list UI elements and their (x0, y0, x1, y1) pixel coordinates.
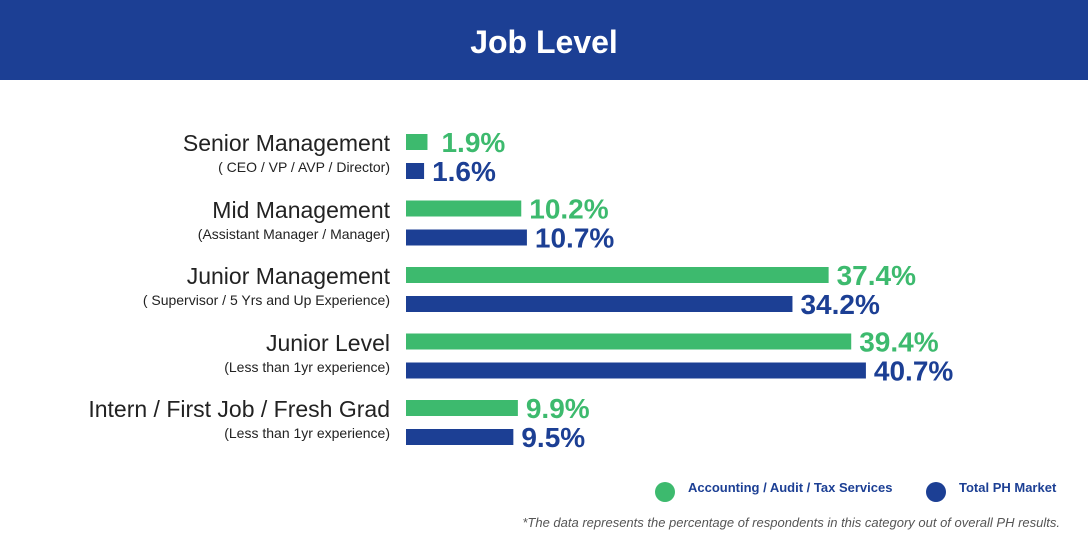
category-sublabel: (Less than 1yr experience) (224, 358, 390, 375)
data-label: 1.6% (432, 156, 496, 187)
legend-accounting: Accounting / Audit / Tax Services (688, 480, 893, 495)
bar-accounting (406, 267, 829, 283)
data-label: 34.2% (800, 289, 879, 320)
bar-accounting (406, 333, 852, 350)
data-label: 40.7% (874, 356, 953, 387)
category-sublabel: (Assistant Manager / Manager) (197, 225, 390, 242)
legend-total-ph: Total PH Market (959, 480, 1057, 495)
bar-total-ph (406, 296, 793, 312)
chart-title: Job Level (0, 0, 1088, 80)
category-sublabel: ( Supervisor / 5 Yrs and Up Experience) (142, 292, 390, 308)
bar-accounting (406, 134, 428, 150)
legend-blue-dot (926, 482, 946, 502)
bar-accounting (406, 400, 518, 416)
category-label: Intern / First Job / Fresh Grad (88, 396, 390, 422)
category-label: Senior Management (182, 130, 390, 156)
data-label: 37.4% (837, 260, 916, 291)
bar-total-ph (406, 362, 866, 379)
legend-green-dot (655, 482, 675, 502)
data-label: 10.2% (529, 194, 608, 225)
category-sublabel: (Less than 1yr experience) (224, 425, 390, 441)
data-label: 10.7% (535, 223, 614, 254)
category-label: Junior Level (265, 329, 390, 356)
data-label: 1.9% (441, 127, 505, 158)
category-label: Mid Management (212, 196, 390, 223)
bar-accounting (406, 200, 522, 217)
bar-total-ph (406, 229, 527, 246)
category-label: Junior Management (186, 263, 390, 289)
data-label: 39.4% (859, 327, 938, 358)
bar-total-ph (406, 429, 514, 445)
category-sublabel: ( CEO / VP / AVP / Director) (218, 159, 390, 175)
bar-total-ph (406, 163, 425, 179)
data-label: 9.5% (521, 422, 585, 453)
data-label: 9.9% (526, 393, 590, 424)
footnote: *The data represents the percentage of r… (522, 515, 1060, 530)
